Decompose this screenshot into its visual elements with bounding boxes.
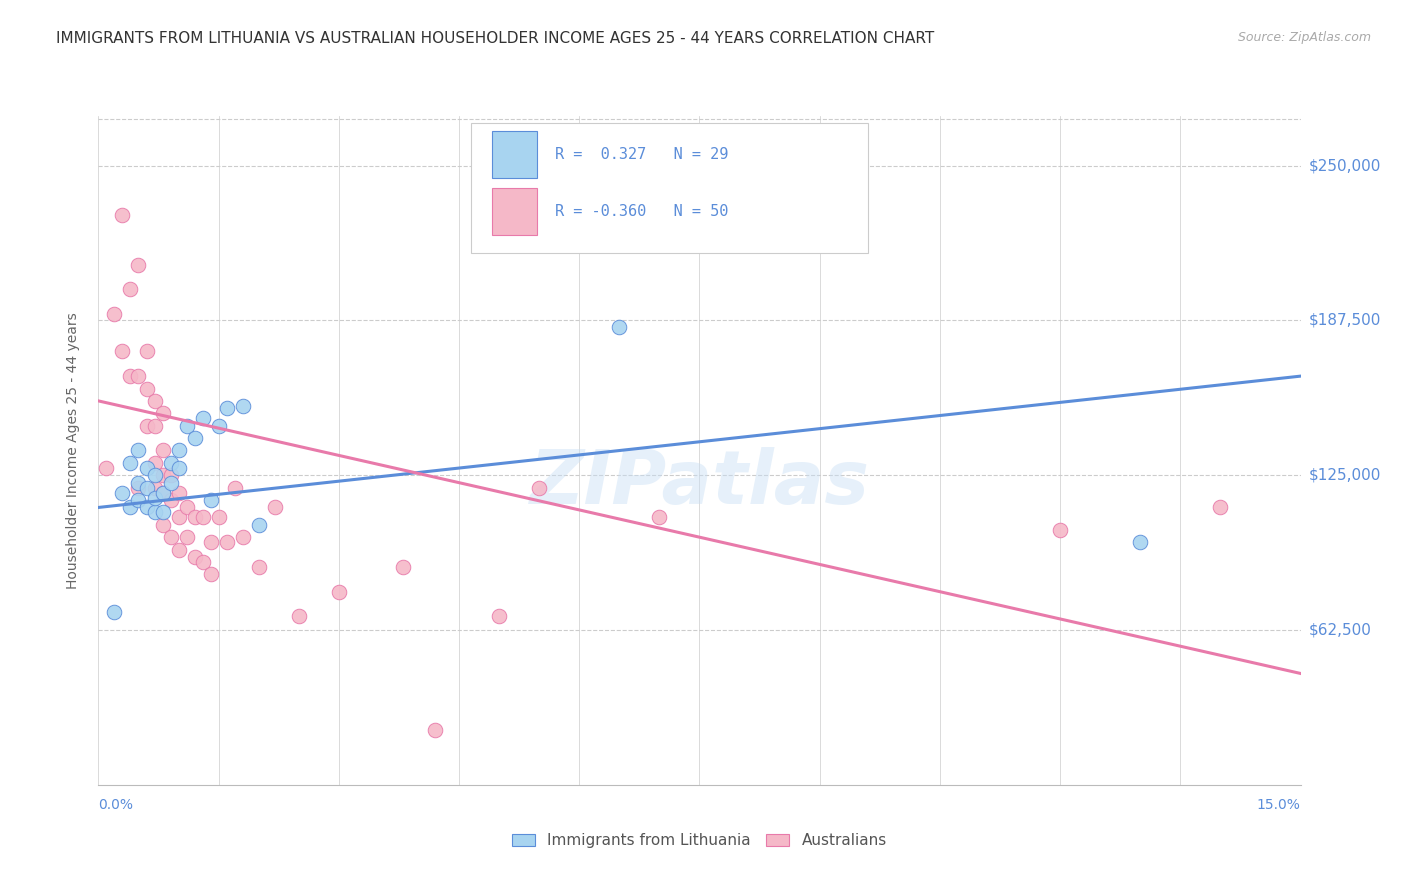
FancyBboxPatch shape (471, 123, 868, 253)
Point (215, 401, 238, 416)
Point (152, 485, 174, 500)
Point (128, 481, 150, 495)
Point (208, 510, 231, 524)
Text: $125,000: $125,000 (1309, 467, 1381, 483)
Point (167, 542, 190, 557)
Legend: Immigrants from Lithuania, Australians: Immigrants from Lithuania, Australians (506, 827, 893, 855)
Point (120, 500, 142, 515)
Point (143, 491, 166, 505)
Point (111, 208, 134, 222)
Text: R = -0.360   N = 50: R = -0.360 N = 50 (555, 204, 728, 219)
Point (215, 535, 238, 549)
Point (103, 605, 125, 619)
Point (128, 493, 150, 508)
Point (232, 399, 254, 413)
Point (191, 555, 214, 569)
Text: ZIPatlas: ZIPatlas (530, 448, 869, 520)
Point (648, 510, 671, 524)
Point (247, 517, 270, 532)
Point (263, 500, 285, 515)
Point (191, 510, 214, 524)
Bar (492, 131, 537, 178)
Text: $250,000: $250,000 (1309, 158, 1381, 173)
Point (135, 481, 157, 495)
Point (143, 393, 166, 408)
Point (609, 319, 631, 334)
Point (120, 282, 142, 296)
Point (232, 530, 254, 544)
Text: 15.0%: 15.0% (1257, 798, 1301, 813)
Point (200, 493, 222, 508)
Point (200, 535, 222, 549)
Text: Source: ZipAtlas.com: Source: ZipAtlas.com (1237, 31, 1371, 45)
Text: $62,500: $62,500 (1309, 623, 1372, 638)
Point (328, 584, 350, 599)
Text: R =  0.327   N = 29: R = 0.327 N = 29 (555, 147, 728, 162)
Point (111, 344, 134, 359)
Point (176, 530, 198, 544)
Y-axis label: Householder Income Ages 25 - 44 years: Householder Income Ages 25 - 44 years (66, 312, 80, 589)
Point (167, 510, 190, 524)
Point (176, 418, 198, 433)
Point (103, 307, 125, 321)
Point (96, 460, 118, 475)
Point (159, 493, 181, 508)
Point (423, 723, 446, 738)
Point (135, 418, 157, 433)
Point (200, 567, 222, 582)
Point (159, 468, 181, 483)
Point (152, 468, 174, 483)
Point (152, 443, 174, 458)
Point (247, 560, 270, 574)
Point (183, 431, 205, 445)
Point (111, 485, 134, 500)
Point (143, 481, 166, 495)
Point (143, 418, 166, 433)
Text: $187,500: $187,500 (1309, 313, 1381, 328)
Point (159, 456, 181, 470)
Point (128, 369, 150, 384)
Point (167, 485, 190, 500)
Point (176, 500, 198, 515)
Point (183, 510, 205, 524)
Point (159, 530, 181, 544)
Text: 0.0%: 0.0% (98, 798, 134, 813)
Point (152, 505, 174, 519)
Point (159, 475, 181, 490)
Point (392, 560, 415, 574)
Point (135, 460, 157, 475)
Point (152, 406, 174, 420)
Point (128, 258, 150, 272)
Point (152, 485, 174, 500)
Point (143, 456, 166, 470)
Point (120, 369, 142, 384)
Point (167, 460, 190, 475)
Point (152, 517, 174, 532)
Point (529, 481, 551, 495)
Point (120, 456, 142, 470)
Point (488, 609, 510, 624)
Point (143, 468, 166, 483)
Point (183, 549, 205, 564)
Point (224, 481, 246, 495)
Point (1049, 523, 1071, 537)
Point (128, 475, 150, 490)
Point (135, 382, 157, 396)
Bar (492, 188, 537, 235)
Point (135, 344, 157, 359)
Point (191, 411, 214, 425)
Point (135, 500, 157, 515)
Point (288, 609, 311, 624)
Point (1209, 500, 1232, 515)
Point (128, 443, 150, 458)
Point (1129, 535, 1152, 549)
Point (143, 505, 166, 519)
Text: IMMIGRANTS FROM LITHUANIA VS AUSTRALIAN HOUSEHOLDER INCOME AGES 25 - 44 YEARS CO: IMMIGRANTS FROM LITHUANIA VS AUSTRALIAN … (56, 31, 935, 46)
Point (167, 443, 190, 458)
Point (208, 418, 231, 433)
